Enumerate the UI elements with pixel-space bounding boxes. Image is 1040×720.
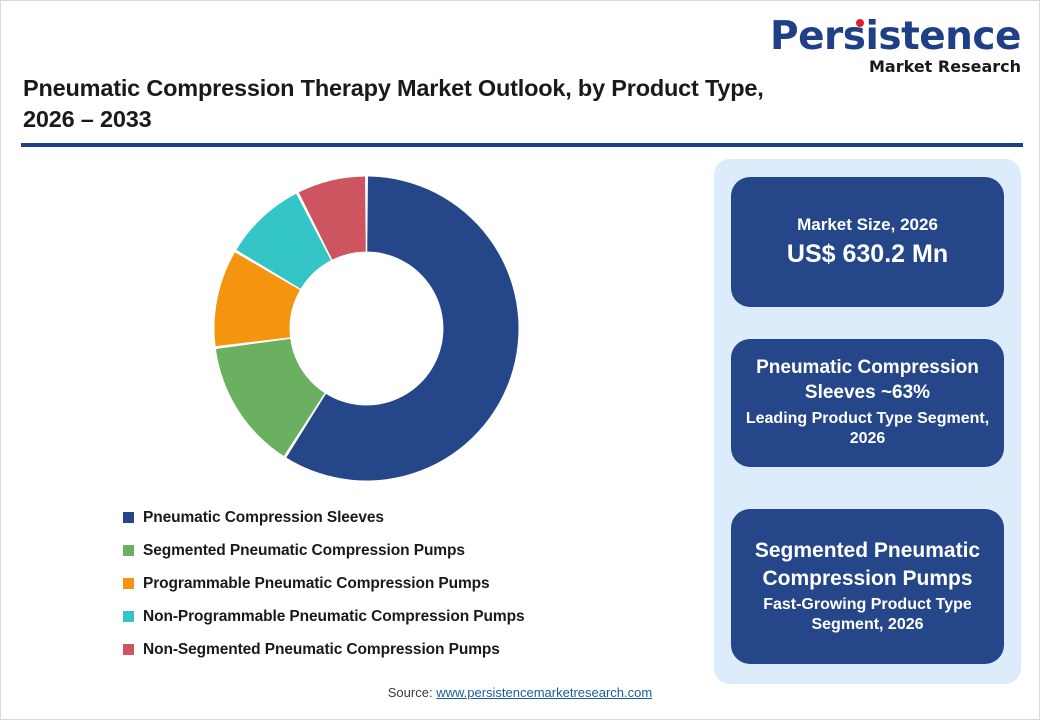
source-url-link[interactable]: www.persistencemarketresearch.com: [436, 685, 653, 700]
legend-item[interactable]: Programmable Pneumatic Compression Pumps: [123, 567, 683, 600]
page-title: Pneumatic Compression Therapy Market Out…: [23, 75, 764, 133]
legend-item-label: Programmable Pneumatic Compression Pumps: [143, 574, 490, 592]
legend-swatch-icon: [123, 611, 134, 622]
legend-swatch-icon: [123, 578, 134, 589]
legend-swatch-icon: [123, 512, 134, 523]
chart-area: Pneumatic Compression Sleeves Segmented P…: [21, 161, 681, 671]
donut-slice[interactable]: [215, 338, 325, 457]
kpi-2-subtext: Leading Product Type Segment, 2026: [745, 409, 990, 448]
legend-item[interactable]: Non-Segmented Pneumatic Compression Pump…: [123, 633, 683, 666]
kpi-3-subtext: Fast-Growing Product Type Segment, 2026: [763, 595, 972, 634]
donut-slice[interactable]: [236, 193, 331, 289]
donut-slice[interactable]: [298, 176, 366, 260]
kpi-card-market-size: Market Size, 2026 US$ 630.2 Mn: [731, 177, 1004, 307]
legend-swatch-icon: [123, 545, 134, 556]
title-divider: [21, 143, 1023, 147]
logo-brand-text: Persistence: [770, 14, 1022, 59]
donut-slice[interactable]: [286, 176, 519, 481]
chart-legend: Pneumatic Compression Sleeves Segmented P…: [123, 501, 683, 666]
donut-slice[interactable]: [214, 252, 300, 347]
source-prefix: Source:: [387, 685, 437, 700]
legend-swatch-icon: [123, 644, 134, 655]
legend-item[interactable]: Non-Programmable Pneumatic Compression P…: [123, 600, 683, 633]
kpi-card-leading-segment: Pneumatic Compression Sleeves ~63% Leadi…: [731, 339, 1004, 467]
legend-item[interactable]: Pneumatic Compression Sleeves: [123, 501, 683, 534]
legend-item-label: Non-Segmented Pneumatic Compression Pump…: [143, 640, 500, 658]
kpi-panel: Market Size, 2026 US$ 630.2 Mn Pneumatic…: [714, 159, 1021, 684]
brand-logo: Persistence Market Research: [770, 14, 1022, 76]
source-line: Source: www.persistencemarketresearch.co…: [1, 685, 1039, 700]
legend-item-label: Pneumatic Compression Sleeves: [143, 508, 384, 526]
kpi-1-label: Market Size, 2026: [797, 214, 938, 234]
kpi-3-headline: Segmented Pneumatic Compression Pumps: [754, 539, 981, 590]
legend-item-label: Non-Programmable Pneumatic Compression P…: [143, 607, 525, 625]
donut-chart: [214, 176, 519, 481]
logo-red-dot-icon: [856, 19, 864, 27]
kpi-2-headline: Pneumatic Compression Sleeves ~63%: [756, 357, 979, 404]
legend-item[interactable]: Segmented Pneumatic Compression Pumps: [123, 534, 683, 567]
logo-subtitle-text: Market Research: [869, 57, 1021, 76]
legend-item-label: Segmented Pneumatic Compression Pumps: [143, 541, 465, 559]
kpi-card-fastest-growing-segment: Segmented Pneumatic Compression Pumps Fa…: [731, 509, 1004, 664]
kpi-1-value: US$ 630.2 Mn: [786, 239, 949, 268]
